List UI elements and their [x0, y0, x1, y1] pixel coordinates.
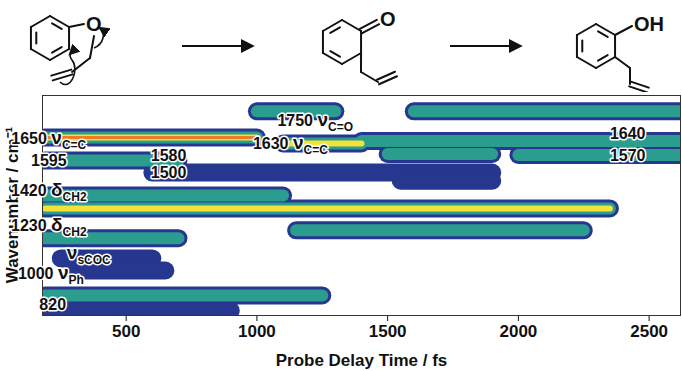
svg-text:1630 νC=C: 1630 νC=C — [253, 132, 328, 157]
svg-text:OH: OH — [634, 13, 664, 35]
svg-text:1000: 1000 — [238, 322, 276, 341]
svg-text:Wavenumber / cm⁻¹: Wavenumber / cm⁻¹ — [3, 126, 22, 283]
svg-text:1420 δCH2: 1420 δCH2 — [11, 179, 87, 204]
svg-text:500: 500 — [112, 322, 140, 341]
svg-text:2000: 2000 — [499, 322, 537, 341]
svg-text:1580: 1580 — [151, 147, 187, 164]
svg-text:1570: 1570 — [610, 147, 646, 164]
svg-text:1750 νC=O: 1750 νC=O — [277, 109, 353, 134]
svg-text:Probe Delay Time / fs: Probe Delay Time / fs — [276, 351, 448, 370]
svg-text:1650 νC=C: 1650 νC=C — [11, 127, 86, 152]
svg-text:O: O — [380, 8, 396, 30]
svg-text:1595: 1595 — [31, 152, 67, 169]
svg-text:1500: 1500 — [369, 322, 407, 341]
svg-text:1640: 1640 — [610, 125, 646, 142]
svg-text:O: O — [86, 13, 102, 35]
svg-text:820: 820 — [39, 296, 66, 313]
svg-text:2500: 2500 — [630, 322, 668, 341]
svg-text:1000 νPh: 1000 νPh — [18, 262, 84, 287]
svg-text:νsCOC: νsCOC — [67, 242, 111, 267]
svg-text:1500: 1500 — [151, 164, 187, 181]
svg-text:1230 δCH2: 1230 δCH2 — [11, 214, 87, 239]
